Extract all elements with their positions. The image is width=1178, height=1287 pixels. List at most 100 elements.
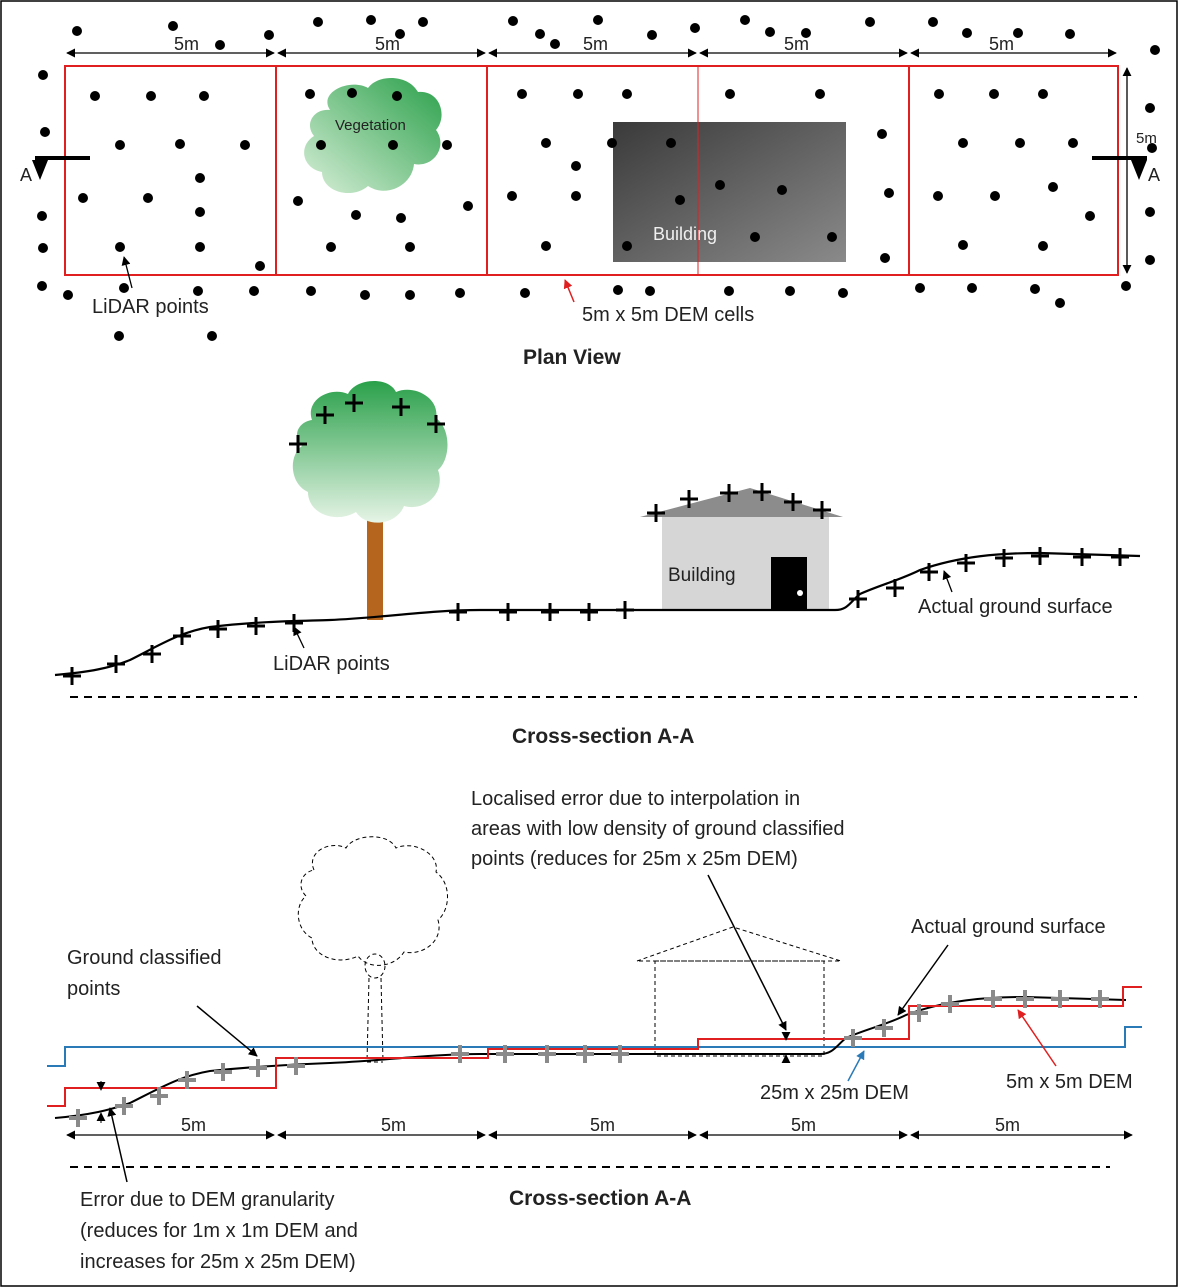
ground-classified-point-marker <box>496 1045 514 1063</box>
plan-dem-cells-label: 5m x 5m DEM cells <box>582 304 754 326</box>
lidar-point-marker <box>541 603 559 621</box>
lidar-point <box>517 89 527 99</box>
lidar-point <box>442 140 452 150</box>
lidar-point <box>571 191 581 201</box>
ground-classified-line-2: points <box>67 978 120 1000</box>
plan-width-label-5: 5m <box>989 34 1014 54</box>
lidar-point <box>1055 298 1065 308</box>
lidar-point-marker <box>143 645 161 663</box>
lidar-point <box>827 232 837 242</box>
lidar-point <box>777 185 787 195</box>
lidar-point <box>366 15 376 25</box>
lidar-point <box>255 261 265 271</box>
ground-classified-point-marker <box>249 1059 267 1077</box>
lidar-point <box>175 139 185 149</box>
lidar-point <box>962 28 972 38</box>
interp-error-line-3: points (reduces for 25m x 25m DEM) <box>471 848 798 870</box>
ground-classified-point-marker <box>69 1109 87 1127</box>
lidar-point <box>1038 241 1048 251</box>
dem-5m-callout-arrow <box>1017 1009 1057 1067</box>
lidar-point <box>928 17 938 27</box>
lidar-point <box>418 17 428 27</box>
granularity-error-line-2: (reduces for 1m x 1m DEM and <box>80 1220 358 1242</box>
lidar-point <box>613 285 623 295</box>
section2-tree-outline <box>297 836 448 1063</box>
lidar-point <box>195 242 205 252</box>
lidar-point-marker <box>316 406 334 424</box>
lidar-point <box>508 16 518 26</box>
granularity-error-callout-arrow <box>107 1107 128 1183</box>
ground-classified-point-marker <box>910 1004 928 1022</box>
section2-house-outline <box>636 926 842 1057</box>
section1-lidar-callout-arrow <box>293 626 305 649</box>
plan-lidar-points <box>37 15 1160 341</box>
lidar-point <box>915 283 925 293</box>
lidar-point <box>520 288 530 298</box>
lidar-point <box>1085 211 1095 221</box>
house-door <box>771 557 807 610</box>
lidar-point <box>395 29 405 39</box>
lidar-point <box>143 193 153 203</box>
lidar-point <box>313 17 323 27</box>
plan-vegetation: Vegetation <box>304 77 442 194</box>
lidar-point <box>37 281 47 291</box>
lidar-point-marker <box>1073 548 1091 566</box>
section1-ground-label: Actual ground surface <box>918 596 1113 618</box>
lidar-point <box>622 241 632 251</box>
section2-width-label-2: 5m <box>381 1115 406 1135</box>
lidar-point <box>114 331 124 341</box>
lidar-point <box>63 290 73 300</box>
lidar-point-marker <box>285 614 303 632</box>
ground-classified-callout-arrow <box>196 1005 258 1057</box>
lidar-point <box>550 39 560 49</box>
lidar-point <box>1048 182 1058 192</box>
lidar-point <box>535 29 545 39</box>
plan-lidar-callout-arrow <box>121 256 133 289</box>
lidar-point <box>388 140 398 150</box>
section1-ground-surface <box>54 551 1141 677</box>
lidar-point <box>1015 138 1025 148</box>
lidar-point <box>264 30 274 40</box>
vegetation-label: Vegetation <box>335 117 406 134</box>
lidar-point <box>146 91 156 101</box>
lidar-point <box>675 195 685 205</box>
lidar-point-marker <box>345 394 363 412</box>
lidar-point <box>37 211 47 221</box>
granularity-error-line-1: Error due to DEM granularity <box>80 1189 335 1211</box>
plan-view-title: Plan View <box>523 346 621 369</box>
lidar-point <box>541 241 551 251</box>
lidar-point <box>168 21 178 31</box>
lidar-point <box>1121 281 1131 291</box>
lidar-point-marker <box>580 603 598 621</box>
lidar-point <box>392 91 402 101</box>
ground-classified-point-marker <box>115 1097 133 1115</box>
lidar-point <box>207 331 217 341</box>
lidar-point <box>958 240 968 250</box>
lidar-point <box>815 89 825 99</box>
lidar-point <box>1013 28 1023 38</box>
ground-classified-point-marker <box>875 1019 893 1037</box>
lidar-point <box>78 193 88 203</box>
lidar-point <box>880 253 890 263</box>
lidar-point <box>455 288 465 298</box>
lidar-point-marker <box>289 435 307 453</box>
dem-25m-profile <box>47 1026 1142 1067</box>
lidar-point <box>347 88 357 98</box>
lidar-point-marker <box>1111 548 1129 566</box>
lidar-point <box>801 28 811 38</box>
lidar-point <box>622 89 632 99</box>
plan-dem-callout-arrow <box>563 279 575 303</box>
lidar-point-marker <box>784 493 802 511</box>
section1-tree <box>292 380 448 620</box>
lidar-point <box>1030 284 1040 294</box>
lidar-point-marker <box>392 398 410 416</box>
dem-25m-label: 25m x 25m DEM <box>760 1082 909 1104</box>
lidar-point <box>725 89 735 99</box>
lidar-point <box>690 23 700 33</box>
ground-classified-line-1: Ground classified <box>67 947 222 969</box>
ground-classified-point-marker <box>576 1045 594 1063</box>
section2-ground-label: Actual ground surface <box>911 916 1106 938</box>
lidar-point <box>326 242 336 252</box>
